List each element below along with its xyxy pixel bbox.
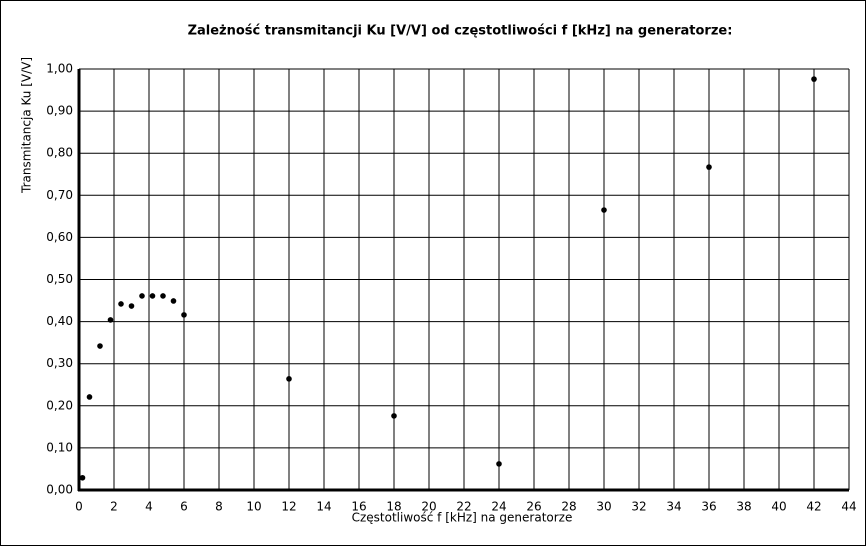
data-point: [496, 461, 502, 467]
x-axis-label: Częstotliwość f [kHz] na generatorze: [352, 511, 573, 525]
y-axis-label: Transmitancja Ku [V/V]: [20, 57, 34, 194]
data-point: [706, 164, 712, 170]
x-tick-label: 30: [596, 500, 611, 514]
data-point: [601, 207, 607, 213]
data-point: [160, 293, 166, 299]
x-tick-label: 18: [386, 500, 401, 514]
x-tick-label: 32: [631, 500, 646, 514]
y-tick-label: 0,00: [46, 483, 73, 497]
y-tick-label: 0,80: [46, 146, 73, 160]
data-point: [181, 312, 187, 318]
x-tick-label: 28: [561, 500, 576, 514]
y-tick-label: 0,60: [46, 230, 73, 244]
y-tick-label: 0,50: [46, 272, 73, 286]
y-tick-label: 0,40: [46, 314, 73, 328]
y-tick-label: 0,70: [46, 188, 73, 202]
data-point: [286, 376, 292, 382]
x-tick-label: 24: [491, 500, 506, 514]
x-tick-label: 42: [806, 500, 821, 514]
y-tick-label: 1,00: [46, 62, 73, 76]
x-tick-label: 26: [526, 500, 541, 514]
x-tick-label: 10: [246, 500, 261, 514]
data-point: [107, 317, 114, 323]
x-tick-label: 12: [281, 500, 296, 514]
y-tick-label: 0,10: [46, 440, 73, 454]
y-tick-label: 0,90: [46, 104, 73, 118]
data-point: [79, 474, 86, 481]
data-point: [86, 394, 93, 400]
x-tick-label: 36: [701, 500, 716, 514]
y-tick-label: 0,30: [46, 356, 73, 370]
data-point: [118, 301, 124, 307]
y-tick-label: 0,20: [46, 398, 73, 412]
x-tick-label: 20: [421, 500, 436, 514]
x-tick-label: 4: [145, 500, 153, 514]
x-tick-label: 16: [351, 500, 366, 514]
x-tick-label: 8: [215, 500, 223, 514]
x-tick-label: 6: [180, 500, 188, 514]
x-tick-label: 44: [841, 500, 856, 514]
x-tick-label: 38: [736, 500, 751, 514]
data-point: [811, 76, 817, 82]
x-tick-label: 14: [316, 500, 331, 514]
x-tick-label: 34: [666, 500, 681, 514]
x-tick-label: 40: [771, 500, 786, 514]
data-point: [149, 293, 156, 299]
x-tick-label: 2: [110, 500, 118, 514]
data-point: [139, 293, 145, 299]
chart-title: Zależność transmitancji Ku [V/V] od częs…: [188, 24, 733, 39]
data-point: [391, 413, 397, 419]
x-tick-label: 0: [75, 500, 83, 514]
x-tick-label: 22: [456, 500, 471, 514]
data-point: [128, 303, 135, 309]
data-point: [97, 343, 103, 349]
data-point: [170, 298, 177, 304]
